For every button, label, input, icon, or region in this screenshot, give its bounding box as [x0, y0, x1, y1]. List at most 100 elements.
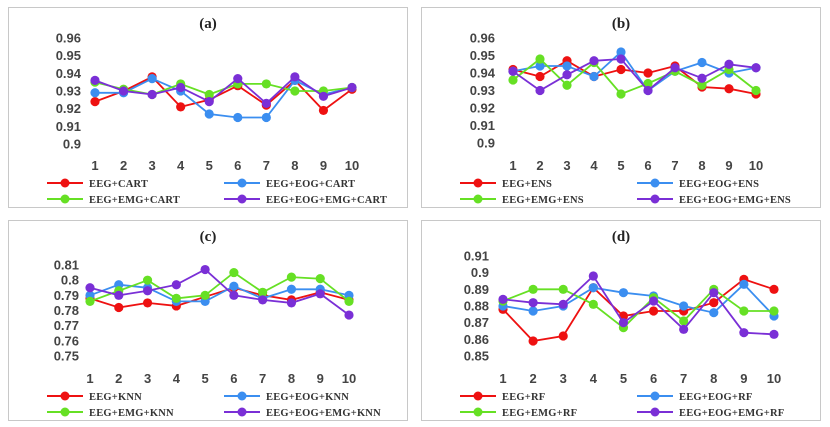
legend-entry: EEG+EOG+ENS — [679, 179, 759, 190]
legend-entry: EEG+KNN — [89, 392, 142, 403]
data-point — [90, 88, 100, 98]
data-point — [286, 298, 297, 308]
y-tick-label: 0.8 — [61, 273, 79, 288]
data-point — [171, 293, 181, 303]
x-tick-label: 1 — [91, 158, 98, 173]
data-point — [315, 274, 325, 284]
data-point — [648, 296, 659, 306]
chart-title: (b) — [612, 16, 630, 32]
y-tick-label: 0.94 — [470, 66, 496, 81]
legend-swatch-marker — [237, 178, 247, 188]
y-tick-label: 0.9 — [471, 265, 489, 280]
y-tick-label: 0.79 — [54, 288, 79, 303]
x-tick-label: 3 — [560, 371, 567, 386]
data-point — [648, 306, 659, 316]
x-tick-label: 9 — [725, 158, 732, 173]
data-point — [204, 89, 214, 100]
data-point — [643, 68, 653, 78]
chart-title: (d) — [612, 229, 630, 245]
data-point — [670, 63, 680, 73]
data-point — [261, 79, 271, 89]
y-tick-label: 0.95 — [56, 48, 81, 63]
data-point — [142, 275, 153, 285]
data-point — [114, 302, 124, 313]
data-point — [558, 331, 568, 341]
data-point — [147, 89, 157, 100]
data-point — [233, 112, 243, 123]
data-point — [200, 290, 210, 300]
data-point — [286, 272, 297, 282]
x-tick-label: 4 — [590, 371, 598, 386]
data-point — [347, 82, 357, 93]
x-tick-label: 4 — [173, 371, 181, 386]
series-line — [89, 268, 350, 316]
data-point — [147, 74, 157, 84]
data-point — [709, 308, 719, 318]
y-tick-label: 0.93 — [56, 84, 81, 99]
legend-entry: EEG+EMG+KNN — [89, 408, 174, 419]
x-tick-label: 7 — [680, 371, 687, 386]
data-point — [697, 80, 707, 90]
x-tick-label: 3 — [148, 158, 155, 173]
legend-entry: EEG+EOG+EMG+ENS — [679, 195, 791, 206]
x-tick-label: 7 — [671, 158, 678, 173]
legend-entry: EEG+EOG+RF — [679, 392, 752, 403]
x-tick-label: 8 — [291, 158, 298, 173]
data-point — [90, 97, 100, 107]
data-point — [85, 283, 95, 293]
data-point — [724, 59, 734, 69]
data-point — [739, 328, 749, 338]
legend-swatch-marker — [473, 194, 483, 204]
data-point — [286, 284, 297, 294]
legend-entry: EEG+ENS — [502, 179, 552, 190]
data-point — [290, 72, 300, 82]
x-tick-label: 10 — [749, 158, 763, 173]
data-point — [261, 98, 271, 108]
series-line — [89, 271, 350, 303]
y-tick-label: 0.92 — [56, 101, 81, 116]
series-line — [502, 283, 775, 317]
data-point — [142, 286, 153, 296]
data-point — [315, 289, 325, 299]
legend-entry: EEG+EOG+EMG+RF — [679, 408, 784, 419]
y-tick-label: 0.77 — [54, 318, 79, 333]
x-tick-label: 2 — [529, 371, 536, 386]
series-line — [94, 75, 353, 112]
x-tick-label: 9 — [740, 371, 747, 386]
data-point — [588, 271, 598, 281]
x-tick-label: 2 — [536, 158, 543, 173]
data-point — [528, 336, 538, 346]
legend-swatch-marker — [650, 391, 660, 401]
data-point — [589, 56, 599, 66]
data-point — [200, 264, 210, 275]
data-point — [258, 295, 268, 305]
x-tick-label: 8 — [698, 158, 705, 173]
data-point — [508, 66, 518, 76]
data-point — [344, 296, 354, 306]
y-tick-label: 0.88 — [464, 299, 489, 314]
y-tick-label: 0.92 — [470, 101, 495, 116]
series-line — [94, 75, 353, 105]
y-tick-label: 0.85 — [464, 349, 489, 364]
y-tick-label: 0.96 — [56, 31, 81, 46]
data-point — [679, 316, 689, 326]
data-point — [618, 288, 629, 298]
data-point — [562, 70, 572, 80]
data-point — [535, 71, 545, 82]
y-tick-label: 0.91 — [470, 118, 495, 133]
y-tick-label: 0.94 — [56, 66, 82, 81]
legend-swatch-marker — [60, 178, 70, 188]
data-point — [118, 86, 129, 96]
x-tick-label: 10 — [345, 158, 359, 173]
data-point — [616, 64, 626, 75]
data-point — [697, 73, 707, 83]
y-tick-label: 0.93 — [470, 83, 495, 98]
data-point — [229, 267, 239, 278]
data-point — [616, 47, 626, 57]
legend-swatch-marker — [650, 194, 660, 204]
legend-entry: EEG+EMG+ENS — [502, 195, 584, 206]
data-point — [290, 86, 300, 96]
legend-entry: EEG+EOG+KNN — [266, 392, 349, 403]
legend-swatch-marker — [237, 391, 247, 401]
data-point — [535, 85, 545, 96]
